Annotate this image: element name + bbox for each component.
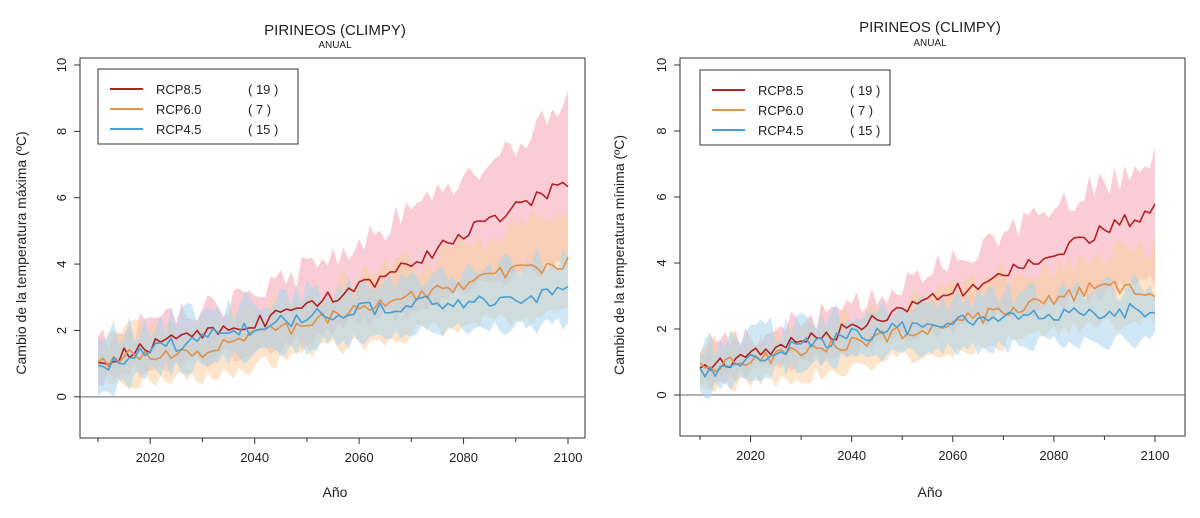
series-line-rcp85 xyxy=(699,203,1156,371)
y-tick-label: 2 xyxy=(54,327,69,334)
x-tick-label: 2080 xyxy=(1039,448,1068,463)
y-axis-label: Cambio de la temperatura máxima (ºC) xyxy=(13,131,29,374)
y-tick-label: 10 xyxy=(654,58,669,72)
series-line-rcp45 xyxy=(699,303,1156,378)
y-tick-label: 4 xyxy=(54,260,69,267)
y-tick-label: 8 xyxy=(654,127,669,134)
series-line-rcp60 xyxy=(699,280,1156,373)
legend-count: ( 7 ) xyxy=(248,102,271,117)
y-tick-label: 10 xyxy=(54,58,69,72)
legend-label: RCP6.0 xyxy=(758,103,804,118)
legend-label: RCP6.0 xyxy=(156,102,202,117)
x-tick-label: 2020 xyxy=(136,450,165,465)
legend-label: RCP4.5 xyxy=(156,122,202,137)
x-tick-label: 2100 xyxy=(554,450,583,465)
legend-count: ( 15 ) xyxy=(248,122,278,137)
chart-panel-max: PIRINEOS (CLIMPY) ANUAL Año Cambio de la… xyxy=(13,22,586,500)
series-line-rcp45 xyxy=(97,285,569,371)
legend-count: ( 15 ) xyxy=(850,123,880,138)
y-tick-label: 0 xyxy=(654,391,669,398)
y-tick-label: 6 xyxy=(54,194,69,201)
x-axis-label: Año xyxy=(918,484,943,500)
x-tick-label: 2060 xyxy=(345,450,374,465)
x-tick-label: 2040 xyxy=(240,450,269,465)
legend-count: ( 19 ) xyxy=(248,82,278,97)
x-tick-label: 2040 xyxy=(837,448,866,463)
legend-count: ( 7 ) xyxy=(850,103,873,118)
chart-subtitle: ANUAL xyxy=(318,40,352,51)
y-tick-label: 0 xyxy=(54,393,69,400)
x-tick-label: 2020 xyxy=(736,448,765,463)
y-tick-label: 4 xyxy=(654,259,669,266)
legend-box xyxy=(97,68,299,145)
x-tick-label: 2060 xyxy=(938,448,967,463)
legend-label: RCP4.5 xyxy=(758,123,804,138)
legend-label: RCP8.5 xyxy=(156,82,202,97)
chart-subtitle: ANUAL xyxy=(913,38,947,49)
uncertainty-band-rcp45 xyxy=(98,247,568,398)
x-tick-label: 2100 xyxy=(1141,448,1170,463)
series-line-rcp60 xyxy=(97,256,569,367)
legend-count: ( 19 ) xyxy=(850,83,880,98)
y-tick-label: 2 xyxy=(654,325,669,332)
legend-label: RCP8.5 xyxy=(758,83,804,98)
y-tick-label: 6 xyxy=(654,193,669,200)
chart-title: PIRINEOS (CLIMPY) xyxy=(264,22,406,39)
uncertainty-band-rcp45 xyxy=(700,272,1155,400)
chart-panel-min: PIRINEOS (CLIMPY) ANUAL Año Cambio de la… xyxy=(600,0,1200,518)
y-tick-label: 8 xyxy=(54,128,69,135)
x-tick-label: 2080 xyxy=(449,450,478,465)
y-axis-label: Cambio de la temperatura mínima (ºC) xyxy=(611,135,627,375)
chart-max-temperature: PIRINEOS (CLIMPY) ANUAL Año Cambio de la… xyxy=(13,22,586,500)
chart-min-temperature: PIRINEOS (CLIMPY) ANUAL Año Cambio de la… xyxy=(611,19,1186,500)
legend-box xyxy=(699,69,891,146)
chart-title: PIRINEOS (CLIMPY) xyxy=(859,19,1001,36)
x-axis-label: Año xyxy=(323,484,348,500)
series-line-rcp85 xyxy=(97,181,569,366)
